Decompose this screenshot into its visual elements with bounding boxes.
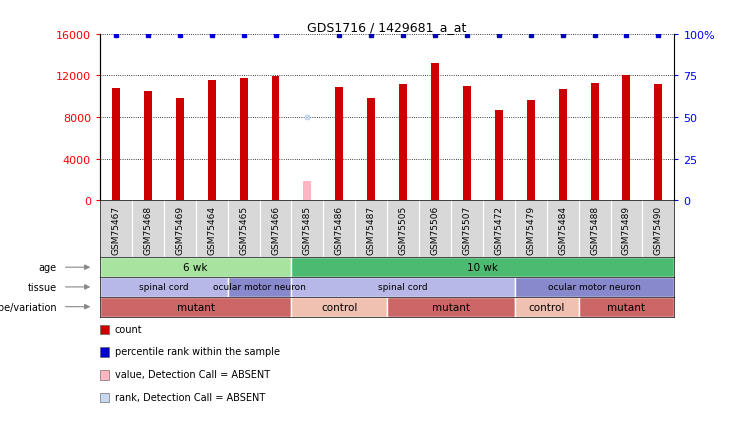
Text: control: control: [528, 302, 565, 312]
Text: count: count: [115, 324, 142, 334]
Bar: [100, 258, 291, 277]
Text: GSM75469: GSM75469: [176, 205, 185, 254]
Text: spinal cord: spinal cord: [379, 283, 428, 292]
Bar: [291, 258, 674, 277]
Text: GSM75505: GSM75505: [399, 205, 408, 254]
Bar: [144, 92, 152, 201]
Bar: [112, 89, 120, 201]
Bar: [495, 110, 503, 201]
Text: GSM75465: GSM75465: [239, 205, 248, 254]
Bar: [515, 277, 674, 297]
Text: mutant: mutant: [177, 302, 215, 312]
Bar: [431, 64, 439, 201]
Text: rank, Detection Call = ABSENT: rank, Detection Call = ABSENT: [115, 392, 265, 401]
Text: value, Detection Call = ABSENT: value, Detection Call = ABSENT: [115, 369, 270, 379]
Text: mutant: mutant: [432, 302, 470, 312]
Text: age: age: [39, 263, 57, 273]
Bar: [227, 277, 291, 297]
Bar: [303, 182, 311, 201]
Text: GSM75468: GSM75468: [144, 205, 153, 254]
Text: GSM75464: GSM75464: [207, 205, 216, 254]
Text: mutant: mutant: [608, 302, 645, 312]
Bar: [527, 101, 535, 201]
Bar: [622, 76, 631, 201]
Text: GSM75466: GSM75466: [271, 205, 280, 254]
Bar: [515, 297, 579, 317]
Bar: [654, 85, 662, 201]
Bar: [579, 297, 674, 317]
Bar: [100, 277, 227, 297]
Text: GSM75479: GSM75479: [526, 205, 535, 254]
Text: ocular motor neuron: ocular motor neuron: [548, 283, 641, 292]
Text: GSM75486: GSM75486: [335, 205, 344, 254]
Text: GSM75472: GSM75472: [494, 205, 503, 254]
Text: GSM75484: GSM75484: [558, 205, 567, 254]
Bar: [336, 88, 343, 201]
Title: GDS1716 / 1429681_a_at: GDS1716 / 1429681_a_at: [308, 20, 467, 33]
Text: GSM75489: GSM75489: [622, 205, 631, 254]
Text: GSM75488: GSM75488: [590, 205, 599, 254]
Bar: [399, 85, 407, 201]
Bar: [591, 83, 599, 201]
Bar: [387, 297, 515, 317]
Bar: [271, 77, 279, 201]
Text: tissue: tissue: [28, 282, 57, 292]
Text: ocular motor neuron: ocular motor neuron: [213, 283, 306, 292]
Bar: [463, 86, 471, 201]
Bar: [176, 99, 184, 201]
Text: GSM75506: GSM75506: [431, 205, 439, 254]
Text: percentile rank within the sample: percentile rank within the sample: [115, 347, 280, 356]
Bar: [100, 297, 291, 317]
Text: GSM75485: GSM75485: [303, 205, 312, 254]
Text: 6 wk: 6 wk: [184, 263, 208, 273]
Bar: [559, 90, 567, 201]
Bar: [368, 99, 375, 201]
Text: GSM75507: GSM75507: [462, 205, 471, 254]
Text: genotype/variation: genotype/variation: [0, 302, 57, 312]
Text: GSM75490: GSM75490: [654, 205, 663, 254]
Text: GSM75487: GSM75487: [367, 205, 376, 254]
Text: spinal cord: spinal cord: [139, 283, 189, 292]
Text: 10 wk: 10 wk: [468, 263, 499, 273]
Bar: [291, 297, 387, 317]
Bar: [291, 277, 515, 297]
Bar: [239, 79, 247, 201]
Text: GSM75467: GSM75467: [111, 205, 121, 254]
Text: control: control: [321, 302, 357, 312]
Bar: [207, 80, 216, 201]
